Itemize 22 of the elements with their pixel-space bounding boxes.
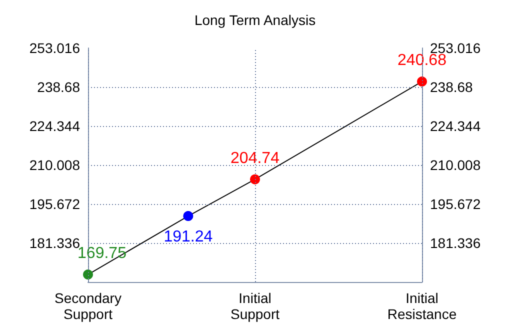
point xyxy=(417,76,427,87)
y2-tick-label: 238.68 xyxy=(430,79,474,95)
point xyxy=(83,270,93,280)
y2-tick-label: 195.672 xyxy=(430,196,481,212)
data-label: 240.68 xyxy=(398,52,447,70)
data-label: 204.74 xyxy=(230,150,280,167)
x-tick-label: Initial Resistance xyxy=(387,290,457,322)
x-tick-label: Initial Support xyxy=(230,290,280,322)
chart-title: Long Term Analysis xyxy=(194,12,316,28)
y-tick-label: 224.344 xyxy=(29,118,80,134)
y2-tick-label: 181.336 xyxy=(430,235,481,251)
y-tick-label: 181.336 xyxy=(29,235,80,251)
y-tick-label: 253.016 xyxy=(29,40,80,56)
y-tick-label: 210.008 xyxy=(29,157,80,173)
data-label: 191.24 xyxy=(164,228,213,246)
y2-tick-label: 210.008 xyxy=(430,157,481,173)
point xyxy=(183,211,194,222)
x-tick-label: Secondary Support xyxy=(54,290,122,322)
point xyxy=(250,174,260,184)
y-tick-label: 238.68 xyxy=(37,79,80,95)
y2-tick-label: 224.344 xyxy=(430,118,481,134)
y-tick-label: 195.672 xyxy=(29,196,80,212)
